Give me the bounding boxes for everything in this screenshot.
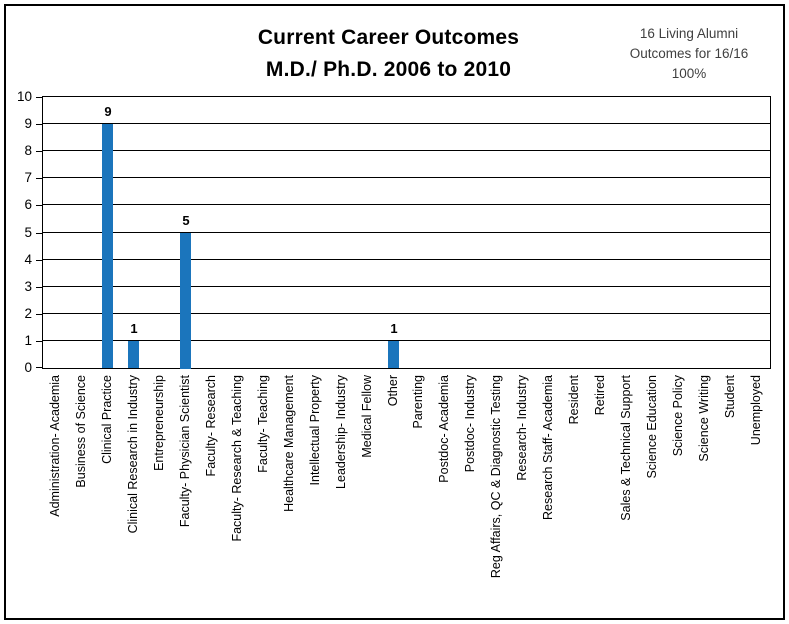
x-category-label: Clinical Practice — [100, 375, 114, 464]
x-category-label: Faculty- Research & Teaching — [230, 375, 244, 542]
x-category-label: Leadership- Industry — [334, 375, 348, 489]
y-tick-label: 8 — [24, 143, 32, 158]
x-category-label: Resident — [567, 375, 581, 425]
y-tick-label: 2 — [24, 306, 32, 321]
y-tick-mark — [36, 178, 42, 179]
gridline — [43, 150, 770, 151]
x-category-label: Retired — [593, 375, 607, 416]
gridline — [43, 286, 770, 287]
x-category-label: Entrepreneurship — [152, 375, 166, 471]
x-category-label: Faculty- Teaching — [256, 375, 270, 473]
x-category-label: Parenting — [411, 375, 425, 429]
alumni-note-line2: Outcomes for 16/16 — [629, 46, 749, 61]
x-category-label: Other — [386, 375, 400, 407]
bar — [128, 341, 139, 368]
x-category-label: Science Policy — [671, 375, 685, 457]
x-category-label: Healthcare Management — [282, 375, 296, 512]
gridline — [43, 123, 770, 124]
alumni-note-line3: 100% — [671, 66, 707, 81]
x-category-label: Clinical Research in Industry — [126, 375, 140, 534]
bar-value-label: 5 — [182, 213, 190, 228]
y-tick-label: 10 — [16, 89, 32, 104]
x-category-label: Unemployed — [749, 375, 763, 446]
y-tick-mark — [36, 97, 42, 98]
y-tick-mark — [36, 233, 42, 234]
y-tick-label: 7 — [24, 170, 32, 185]
bar-value-label: 1 — [130, 321, 138, 336]
bar-value-label: 9 — [104, 104, 112, 119]
x-category-label: Faculty- Physician Scientist — [178, 375, 192, 528]
gridline — [43, 313, 770, 314]
gridline — [43, 259, 770, 260]
x-category-label: Research- Industry — [515, 375, 529, 481]
y-tick-label: 3 — [24, 279, 32, 294]
x-category-label: Medical Fellow — [360, 375, 374, 458]
y-tick-mark — [36, 314, 42, 315]
x-category-label: Postdoc- Industry — [463, 375, 477, 473]
bar-value-label: 1 — [390, 321, 398, 336]
x-category-label: Research Staff- Academia — [541, 375, 555, 520]
x-category-label: Student — [723, 375, 737, 419]
gridline — [43, 232, 770, 233]
y-tick-label: 0 — [24, 360, 32, 375]
gridline — [43, 340, 770, 341]
alumni-count-note: 16 Living Alumni Outcomes for 16/16 100% — [604, 24, 774, 84]
x-category-label: Administration- Academia — [48, 375, 62, 517]
y-tick-mark — [36, 341, 42, 342]
y-tick-label: 1 — [24, 333, 32, 348]
gridline — [43, 177, 770, 178]
plot-area: 0 1 2 3 4 5 6 7 8 9 10 9 1 5 1 Administration- Academia… — [17, 89, 771, 578]
y-tick-mark — [36, 205, 42, 206]
chart-title: Current Career Outcomes M.D./ Ph.D. 2006… — [6, 22, 771, 86]
x-category-label: Business of Science — [74, 375, 88, 488]
y-tick-mark — [36, 287, 42, 288]
chart-frame: Current Career Outcomes M.D./ Ph.D. 2006… — [4, 4, 785, 620]
x-category-label: Science Writing — [697, 375, 711, 462]
alumni-note-line1: 16 Living Alumni — [639, 26, 739, 41]
x-category-label: Sales & Technical Support — [619, 375, 633, 521]
y-tick-label: 6 — [24, 197, 32, 212]
y-tick-mark — [36, 367, 42, 368]
chart-title-line2: M.D./ Ph.D. 2006 to 2010 — [265, 58, 512, 81]
y-tick-mark — [36, 124, 42, 125]
y-tick-label: 4 — [24, 252, 32, 267]
y-tick-label: 5 — [24, 225, 32, 240]
y-tick-mark — [36, 151, 42, 152]
x-category-label: Intellectual Property — [308, 375, 322, 486]
x-category-label: Postdoc- Academia — [437, 375, 451, 483]
x-category-label: Faculty- Research — [204, 375, 218, 477]
bar — [180, 233, 191, 369]
gridline — [43, 204, 770, 205]
y-tick-mark — [36, 260, 42, 261]
x-category-label: Reg Affairs, QC & Diagnostic Testing — [489, 375, 503, 579]
x-category-label: Science Education — [645, 375, 659, 479]
bar — [388, 341, 399, 368]
y-tick-label: 9 — [24, 116, 32, 131]
bar — [102, 124, 113, 368]
chart-title-line1: Current Career Outcomes — [257, 26, 520, 49]
